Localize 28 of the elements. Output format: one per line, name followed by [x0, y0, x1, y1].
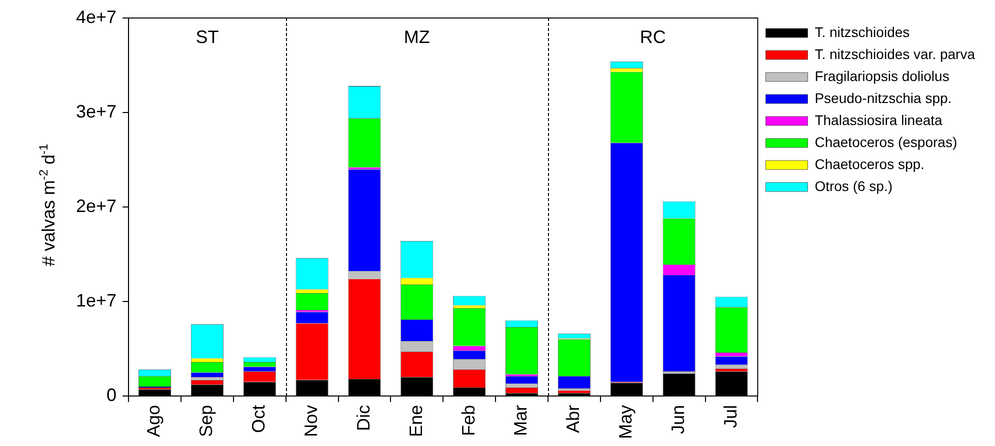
x-tick-label: Feb	[458, 404, 478, 436]
legend-label: Pseudo-nitzschia spp.	[814, 90, 952, 106]
x-tick-label: Sep	[196, 404, 216, 438]
legend-label: Otros (6 sp.)	[814, 178, 892, 194]
x-tick-label: Oct	[248, 404, 269, 434]
y-tick-label: 4e+7	[76, 6, 117, 27]
legend-label: T. nitzschioides var. parva	[814, 46, 976, 62]
annotation: RC	[640, 26, 666, 47]
legend-label: Chaetoceros spp.	[814, 156, 924, 172]
x-tick-label: Jun	[668, 404, 688, 434]
x-tick-label: Mar	[510, 404, 531, 436]
legend-label: Thalassiosira lineata	[814, 112, 943, 128]
x-tick-label: Ago	[144, 404, 164, 438]
legend-label: T. nitzschioides	[814, 24, 910, 40]
x-tick-label: Dic	[353, 404, 374, 431]
y-tick-label: 3e+7	[76, 101, 117, 122]
annotation: MZ	[404, 26, 430, 47]
legend-label: Chaetoceros (esporas)	[814, 134, 958, 150]
y-tick-label: 1e+7	[76, 290, 117, 310]
x-tick-label: Abr	[563, 404, 584, 434]
y-tick-label: 0	[106, 384, 117, 405]
x-tick-label: Ene	[406, 404, 426, 438]
x-tick-label: May	[616, 404, 636, 440]
x-tick-label: Jul	[720, 404, 740, 428]
x-tick-label: Nov	[301, 404, 322, 438]
annotation: ST	[196, 26, 219, 47]
y-tick-label: 2e+7	[76, 196, 117, 216]
legend-label: Fragilariopsis doliolus	[814, 68, 950, 84]
